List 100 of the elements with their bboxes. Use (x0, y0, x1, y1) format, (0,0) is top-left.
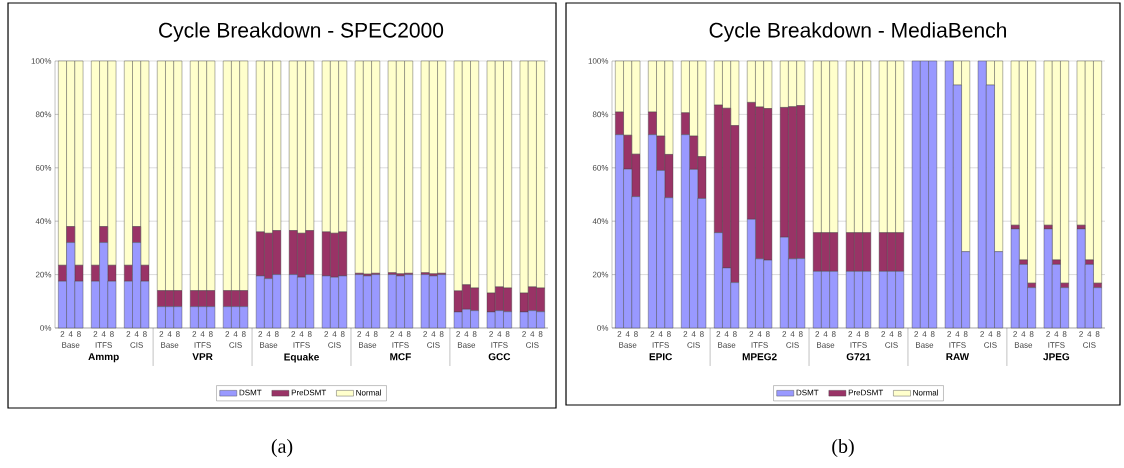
text: ITFS (850, 342, 867, 348)
x-tick-label: 2 (390, 331, 395, 337)
y-tick-label: 40% (35, 218, 52, 225)
x-tick-label: 4 (365, 331, 370, 337)
x-tick-label: 2 (1013, 331, 1017, 337)
x-tick-label: 4 (988, 331, 993, 337)
x-tick-label: 2 (980, 331, 984, 337)
x-tick-label: 8 (340, 331, 345, 337)
x-tick-label: 8 (699, 331, 704, 337)
y-tick-label: 20% (35, 271, 52, 278)
text: Base (619, 342, 637, 348)
legend-label: Normal (356, 389, 381, 396)
x-tick-label: 2 (489, 331, 493, 337)
x-tick-label: 8 (765, 331, 770, 337)
text: Base (359, 342, 377, 348)
x-tick-label: 2 (683, 331, 688, 337)
y-tick-label: 60% (592, 164, 609, 171)
text: JPEG (1043, 353, 1070, 361)
x-tick-label: 2 (357, 331, 362, 337)
text: Base (161, 342, 179, 348)
x-tick-label: 4 (790, 331, 795, 337)
text: Base (817, 342, 835, 348)
y-tick-label: 60% (35, 164, 52, 171)
x-tick-label: 4 (332, 331, 337, 337)
x-tick-label: 2 (650, 331, 655, 337)
x-tick-label: 2 (60, 331, 65, 337)
text: GCC (488, 353, 511, 361)
x-tick-label: 4 (724, 331, 729, 337)
x-tick-label: 2 (225, 331, 230, 337)
x-tick-label: 8 (1095, 331, 1100, 337)
x-tick-label: 4 (200, 331, 205, 337)
legend-label: Normal (913, 389, 938, 396)
x-tick-label: 2 (522, 331, 526, 337)
text: Base (260, 342, 278, 348)
x-tick-label: 4 (266, 331, 271, 337)
x-tick-label: 2 (782, 331, 787, 337)
text: Ammp (88, 353, 119, 363)
x-tick-label: 4 (1021, 331, 1026, 337)
text: CIS (229, 342, 242, 348)
x-tick-label: 4 (464, 331, 469, 337)
legend-label: PreDSMT (291, 389, 327, 396)
x-tick-label: 8 (831, 331, 836, 337)
text: RAW (946, 353, 970, 361)
x-tick-label: 4 (658, 331, 663, 337)
x-tick-label: 8 (1062, 331, 1067, 337)
text: EPIC (649, 353, 673, 361)
x-tick-label: 8 (373, 331, 378, 337)
x-tick-label: 2 (617, 331, 622, 337)
x-tick-label: 4 (625, 331, 630, 337)
text: CIS (130, 342, 143, 348)
y-tick-label: 100% (31, 58, 52, 64)
text: CIS (328, 342, 341, 348)
x-tick-label: 4 (134, 331, 139, 337)
text: ITFS (949, 342, 966, 348)
x-tick-label: 2 (815, 331, 820, 337)
x-tick-label: 8 (77, 331, 81, 337)
text: MCF (390, 353, 411, 361)
text: ITFS (652, 342, 669, 348)
y-tick-label: 80% (35, 111, 52, 118)
text: CIS (687, 342, 700, 348)
x-tick-label: 8 (472, 331, 477, 337)
text: ITFS (491, 342, 508, 348)
x-tick-label: 8 (996, 331, 1001, 337)
x-tick-label: 4 (1087, 331, 1092, 337)
x-tick-label: 4 (101, 331, 106, 337)
y-tick-label: 40% (592, 218, 609, 225)
x-tick-label: 8 (930, 331, 935, 337)
text: CIS (427, 342, 440, 348)
x-tick-label: 2 (716, 331, 721, 337)
x-tick-label: 4 (497, 331, 502, 337)
x-tick-label: 4 (922, 331, 927, 337)
text: Equake (284, 353, 319, 363)
x-tick-label: 8 (1029, 331, 1034, 337)
x-tick-label: 8 (634, 331, 638, 337)
text: ITFS (95, 342, 112, 348)
x-tick-label: 2 (291, 331, 296, 337)
text: CIS (885, 342, 898, 348)
legend-label: DSMT (796, 389, 819, 396)
text: ITFS (1048, 342, 1065, 348)
x-tick-label: 4 (299, 331, 304, 337)
x-tick-label: 4 (233, 331, 238, 337)
y-tick-label: 80% (592, 111, 609, 118)
text: ITFS (392, 342, 409, 348)
legend-label: PreDSMT (848, 389, 884, 396)
x-tick-label: 2 (93, 331, 98, 337)
x-tick-label: 8 (732, 331, 737, 337)
x-tick-label: 4 (889, 331, 894, 337)
x-tick-label: 2 (423, 331, 427, 337)
x-tick-label: 8 (963, 331, 968, 337)
x-tick-label: 4 (167, 331, 172, 337)
x-tick-label: 8 (505, 331, 510, 337)
text: Base (1014, 342, 1033, 348)
text: Base (718, 342, 736, 348)
x-tick-label: 2 (947, 331, 952, 337)
x-tick-label: 8 (406, 331, 411, 337)
text: CIS (526, 342, 539, 348)
x-tick-label: 4 (691, 331, 696, 337)
text: CIS (1083, 342, 1096, 348)
text: CIS (984, 342, 997, 348)
chart-title: Cycle Breakdown - SPEC2000 (159, 22, 444, 42)
